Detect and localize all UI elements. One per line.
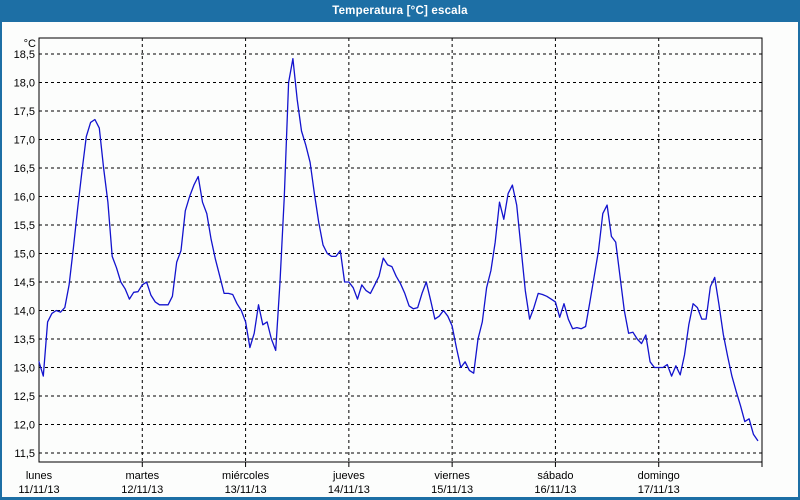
x-day-date-label: 11/11/13	[18, 484, 59, 496]
x-gridlines	[141, 38, 763, 467]
x-day-name-label: jueves	[332, 470, 365, 482]
y-tick-label: 11,5	[14, 448, 35, 460]
x-day-date-label: 13/11/13	[225, 484, 267, 496]
x-day-date-label: 12/11/13	[121, 484, 163, 496]
y-tick-label: 16,5	[14, 163, 35, 175]
y-tick-label: 17,0	[14, 135, 35, 147]
y-tick-label: 13,0	[14, 363, 35, 375]
x-day-name-label: viernes	[434, 470, 470, 482]
temperature-series-line	[38, 57, 759, 442]
x-day-name-label: domingo	[638, 470, 680, 482]
y-tick-label: 14,5	[14, 277, 35, 289]
y-tick-label: 18,0	[14, 78, 35, 90]
x-day-date-label: 14/11/13	[328, 484, 370, 496]
y-axis-labels: 18,5 18,0 17,5 17,0 16,5 16,0 15,5 15,0 14,5 14,0…	[14, 38, 36, 460]
x-day-date-label: 17/11/13	[638, 484, 680, 496]
x-day-name-label: miércoles	[222, 470, 270, 482]
x-axis-labels: lunes 11/11/13 martes 12/11/13 miércoles 13/1…	[18, 470, 679, 496]
y-tick-label: 17,5	[14, 106, 35, 118]
y-tick-label: 18,5	[14, 49, 35, 61]
y-axis-unit-label: °C	[24, 38, 36, 50]
window-border-right	[798, 0, 800, 500]
title-bar: Temperatura [°C] escala	[0, 0, 800, 22]
y-tick-label: 13,5	[14, 334, 35, 346]
y-gridlines	[39, 53, 762, 454]
y-tick-label: 14,0	[14, 306, 35, 318]
x-day-name-label: lunes	[26, 470, 53, 482]
y-tick-label: 12,5	[14, 391, 35, 403]
y-tick-label: 15,0	[14, 249, 35, 261]
window-border-left	[0, 0, 2, 500]
x-day-name-label: sábado	[537, 470, 573, 482]
y-tick-label: 16,0	[14, 192, 35, 204]
plot-frame	[38, 37, 763, 463]
x-day-date-label: 15/11/13	[431, 484, 473, 496]
x-day-date-label: 16/11/13	[534, 484, 576, 496]
x-day-name-label: martes	[125, 470, 159, 482]
y-tick-label: 15,5	[14, 220, 35, 232]
window-border-bottom	[0, 497, 800, 500]
y-tick-label: 12,0	[14, 420, 35, 432]
window-title: Temperatura [°C] escala	[332, 5, 468, 17]
